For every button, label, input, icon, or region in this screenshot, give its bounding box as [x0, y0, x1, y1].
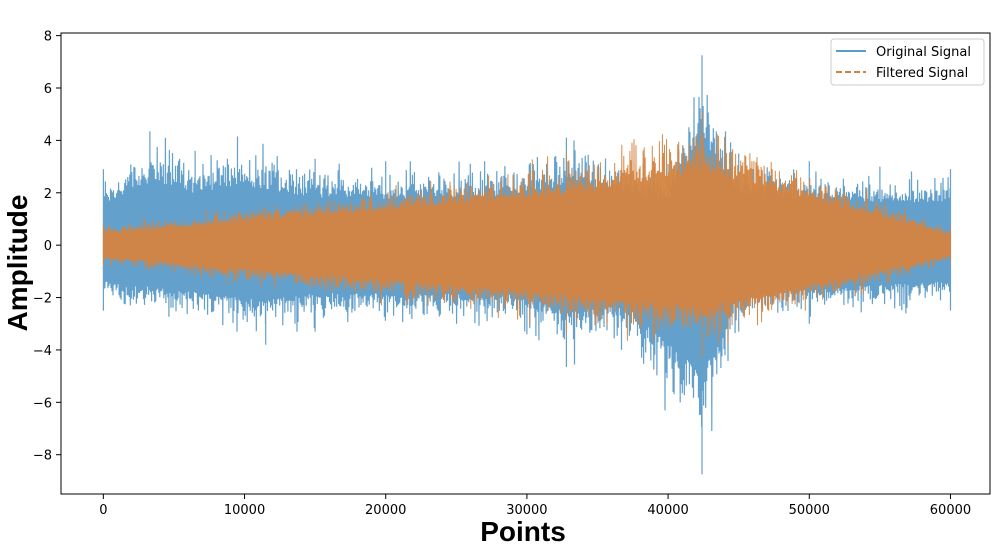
- y-tick-label: −2: [33, 292, 52, 307]
- y-tick-label: 8: [44, 30, 52, 45]
- y-tick-label: −6: [33, 396, 52, 411]
- legend-label-filtered: Filtered Signal: [876, 66, 968, 81]
- x-tick-label: 40000: [647, 503, 688, 518]
- y-tick-label: 6: [44, 82, 52, 97]
- x-tick-label: 60000: [930, 503, 971, 518]
- x-tick-label: 10000: [224, 503, 265, 518]
- series-filtered-signal: [102, 111, 951, 358]
- legend-label-original: Original Signal: [876, 45, 971, 60]
- x-tick-label: 30000: [506, 503, 547, 518]
- x-tick-label: 20000: [365, 503, 406, 518]
- y-tick-label: 0: [44, 239, 52, 254]
- x-axis-title: Points: [480, 516, 566, 547]
- legend: Original Signal Filtered Signal: [830, 38, 985, 86]
- y-tick-label: −8: [33, 449, 52, 464]
- y-tick-label: 4: [44, 134, 52, 149]
- y-tick-label: 2: [44, 187, 52, 202]
- plot-area: [102, 55, 952, 475]
- y-axis: −8 −6 −4 −2 0 2 4 6 8: [33, 30, 61, 464]
- x-tick-label: 0: [99, 503, 107, 518]
- plot-frame: [60, 32, 991, 495]
- x-axis: 0 10000 20000 30000 40000 50000 60000: [99, 494, 971, 518]
- x-tick-label: 50000: [789, 503, 830, 518]
- y-axis-title: Amplitude: [2, 195, 33, 332]
- y-tick-label: −4: [33, 344, 52, 359]
- legend-box: [830, 38, 985, 86]
